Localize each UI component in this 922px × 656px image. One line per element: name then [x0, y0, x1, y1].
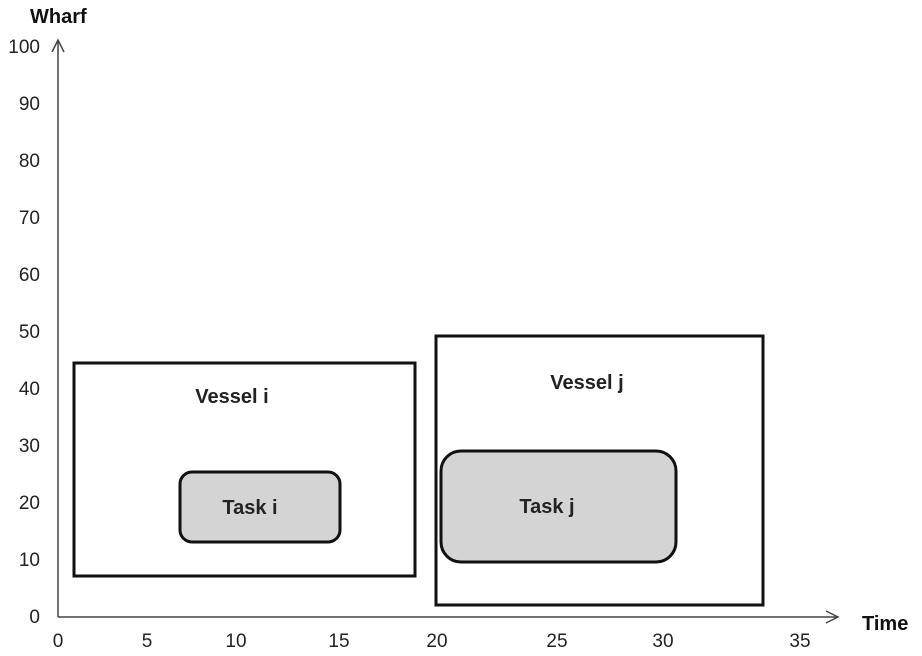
vessel-j-label: Vessel j — [550, 372, 623, 394]
y-tick-label: 50 — [19, 322, 40, 343]
x-tick-label: 35 — [789, 631, 810, 652]
y-tick-labels: 0 10 20 30 40 50 60 70 80 90 100 — [8, 37, 40, 628]
x-tick-label: 5 — [142, 631, 153, 652]
vessel-j-box — [434, 334, 765, 607]
x-tick-labels: 0 5 10 15 20 25 30 35 — [53, 631, 811, 652]
x-tick-label: 20 — [426, 631, 447, 652]
x-tick-label: 10 — [225, 631, 246, 652]
task-i-box — [178, 470, 342, 544]
y-tick-label: 0 — [29, 607, 40, 628]
y-tick-label: 20 — [19, 493, 40, 514]
y-tick-label: 30 — [19, 436, 40, 457]
task-i-label: Task i — [222, 497, 277, 519]
y-tick-label: 10 — [19, 550, 40, 571]
y-tick-label: 40 — [19, 379, 40, 400]
vessel-i-box — [72, 361, 417, 578]
y-tick-label: 80 — [19, 151, 40, 172]
y-axis-title: Wharf — [30, 6, 87, 28]
y-tick-label: 70 — [19, 208, 40, 229]
y-axis-arrow — [51, 38, 65, 53]
y-tick-label: 90 — [19, 94, 40, 115]
task-j-box — [439, 449, 678, 564]
vessel-i-label: Vessel i — [195, 386, 268, 408]
task-j-label: Task j — [519, 496, 574, 518]
x-tick-label: 0 — [53, 631, 64, 652]
x-axis-title: Time — [862, 613, 908, 635]
x-tick-label: 15 — [328, 631, 349, 652]
y-tick-label: 60 — [19, 265, 40, 286]
y-tick-label: 100 — [8, 37, 40, 58]
x-tick-label: 25 — [546, 631, 567, 652]
x-tick-label: 30 — [652, 631, 673, 652]
x-axis-arrow — [825, 610, 840, 624]
